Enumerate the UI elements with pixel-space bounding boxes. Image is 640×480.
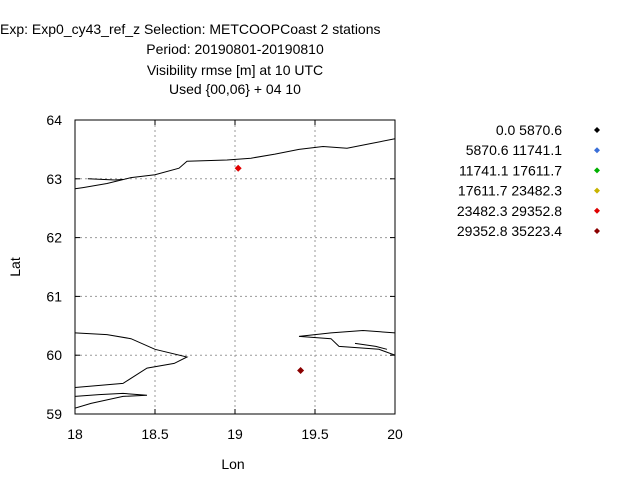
legend-label: 23482.3 29352.8 — [457, 203, 562, 219]
legend-marker — [594, 207, 600, 214]
legend-marker — [594, 167, 600, 174]
data-points — [234, 164, 305, 374]
y-tick-label: 59 — [46, 406, 62, 422]
title-line-1: Exp: Exp0_cy43_ref_z Selection: METCOOPC… — [0, 21, 381, 37]
x-axis-label: Lon — [221, 456, 244, 472]
grid — [75, 120, 395, 414]
coastline — [354, 342, 388, 350]
coastline — [75, 138, 395, 190]
x-tick-label: 19.5 — [301, 426, 328, 442]
coastline — [75, 332, 189, 388]
axis-ticks: 18 18.5 19 19.5 20 59 60 61 62 63 64 — [46, 112, 403, 442]
y-tick-label: 64 — [46, 112, 62, 128]
y-tick-label: 60 — [46, 347, 62, 363]
y-tick-label: 63 — [46, 171, 62, 187]
station-point — [297, 366, 305, 374]
coastline — [87, 178, 124, 181]
legend: 0.0 5870.6 5870.6 11741.1 11741.1 17611.7 1… — [457, 122, 600, 239]
legend-marker — [594, 127, 600, 133]
title-line-2: Period: 20190801-20190810 — [146, 41, 324, 57]
x-tick-label: 19 — [227, 426, 243, 442]
coastline — [298, 329, 395, 356]
y-tick-label: 61 — [46, 288, 62, 304]
x-tick-label: 20 — [387, 426, 403, 442]
coastline — [75, 392, 148, 409]
coastlines — [75, 138, 395, 409]
legend-label: 5870.6 11741.1 — [466, 142, 562, 158]
legend-marker — [594, 228, 600, 234]
station-point — [234, 164, 242, 172]
legend-label: 17611.7 23482.3 — [458, 183, 562, 199]
x-tick-label: 18 — [67, 426, 83, 442]
y-axis-label: Lat — [7, 257, 23, 277]
legend-label: 0.0 5870.6 — [496, 122, 562, 138]
legend-marker — [594, 147, 600, 154]
y-tick-label: 62 — [46, 230, 62, 246]
x-tick-label: 18.5 — [141, 426, 168, 442]
title-line-3: Visibility rmse [m] at 10 UTC — [146, 62, 324, 78]
legend-label: 11741.1 17611.7 — [459, 162, 562, 178]
title-line-4: Used {00,06} + 04 10 — [169, 81, 301, 97]
legend-marker — [594, 187, 600, 194]
legend-label: 29352.8 35223.4 — [457, 223, 562, 239]
